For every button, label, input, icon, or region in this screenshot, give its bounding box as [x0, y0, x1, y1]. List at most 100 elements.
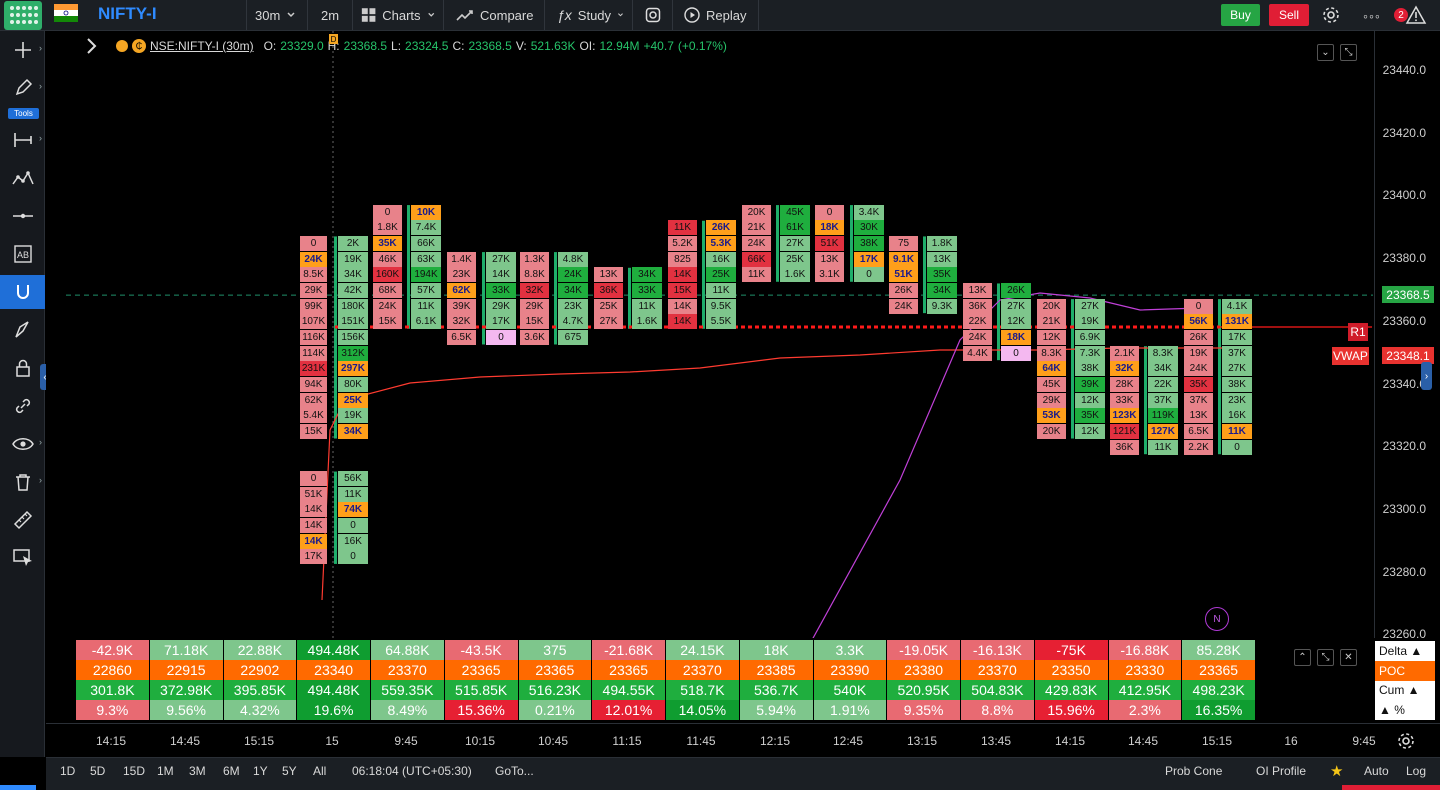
footprint-cell: 34K: [338, 424, 368, 440]
chevron-right-icon[interactable]: [84, 37, 98, 55]
range-button[interactable]: All: [313, 763, 327, 778]
measure-tool[interactable]: ›: [0, 123, 45, 157]
footprint-cell: 180K: [338, 298, 368, 314]
footprint-cell: 11K: [338, 486, 368, 502]
ruler-tool[interactable]: [0, 503, 45, 537]
footprint-cell: 194K: [411, 267, 441, 283]
range-button[interactable]: 6M: [223, 763, 240, 778]
study-button[interactable]: ƒx Study: [545, 0, 633, 30]
range-button[interactable]: 1D: [60, 763, 76, 778]
sell-button[interactable]: Sell: [1269, 4, 1309, 26]
candle-body: [334, 236, 337, 439]
stat-cell-cum: 520.95K: [887, 680, 960, 700]
tools-label: Tools: [8, 108, 39, 119]
prob-cone-button[interactable]: Prob Cone: [1165, 763, 1223, 778]
charts-button[interactable]: Charts: [353, 0, 444, 30]
footprint-cell: 27K: [1001, 298, 1031, 314]
camera-button[interactable]: [633, 0, 673, 30]
vwap-price-tag: 23348.1: [1382, 347, 1434, 364]
pattern-tool[interactable]: [0, 161, 45, 195]
compare-button[interactable]: Compare: [444, 0, 545, 30]
buy-button[interactable]: Buy: [1221, 4, 1260, 26]
collapse-stats-icon[interactable]: ⌃: [1294, 649, 1311, 666]
footprint-cell: 99K: [300, 298, 327, 314]
brush-tool[interactable]: [0, 313, 45, 347]
news-marker[interactable]: N: [1205, 607, 1229, 631]
scroll-indicator[interactable]: [0, 785, 36, 790]
range-button[interactable]: 5Y: [282, 763, 297, 778]
footprint-cell: 0: [486, 329, 516, 345]
footprint-cell: 14K: [486, 267, 516, 283]
horizontal-line-tool[interactable]: [0, 199, 45, 233]
footprint-cell: 36K: [1110, 439, 1139, 455]
footprint-cell: 0: [300, 235, 327, 251]
stat-cell-pct: 12.01%: [592, 700, 665, 720]
stat-cell-delta: 3.3K: [813, 640, 887, 660]
footprint-cell: 22K: [1148, 377, 1178, 392]
maximize-pane-icon[interactable]: ⤡: [1340, 44, 1357, 61]
expand-axis-handle[interactable]: ›: [1421, 362, 1432, 390]
footprint-cell: 24K: [742, 235, 771, 251]
magnet-icon: [16, 285, 29, 299]
bottom-toolbar: 1D 5D 15D 1M 3M 6M 1Y 5Y All 06:18:04 (UTC+05:30)…: [46, 757, 1440, 790]
legend-symbol[interactable]: NSE:NIFTY-I (30m): [150, 39, 254, 53]
footprint-cell: 5.2K: [668, 235, 697, 251]
footprint-cell: 57K: [411, 282, 441, 298]
chart-canvas[interactable]: 0 24K 8.5K 29K 99K 107K 116K 114K 231K 94K 62K 5.4K…: [46, 31, 1373, 638]
pencil-tool[interactable]: ›: [0, 71, 45, 105]
interval-button[interactable]: 2m: [308, 0, 353, 30]
high-value: 23368.5: [343, 39, 388, 53]
range-button[interactable]: 1M: [157, 763, 174, 778]
range-button[interactable]: 5D: [90, 763, 106, 778]
oi-profile-button[interactable]: OI Profile: [1256, 763, 1307, 778]
footprint-cell: 2K: [338, 235, 368, 251]
low-label: L:: [391, 39, 402, 53]
range-button[interactable]: 1Y: [253, 763, 268, 778]
cursor-select-tool[interactable]: [0, 541, 45, 575]
settings-gear-icon[interactable]: [1321, 5, 1341, 30]
maximize-stats-icon[interactable]: ⤡: [1317, 649, 1334, 666]
magnet-tool[interactable]: [0, 275, 45, 309]
footprint-cell: 13K: [594, 267, 623, 283]
collapse-pane-button[interactable]: ⌄: [1317, 44, 1334, 61]
log-scale-button[interactable]: Log: [1406, 763, 1427, 778]
collapse-toolbar-handle[interactable]: ‹: [40, 364, 50, 390]
close-stats-icon[interactable]: ✕: [1340, 649, 1357, 666]
play-circle-icon: [684, 7, 700, 23]
text-tool[interactable]: AB: [0, 237, 45, 271]
stat-cell-pct: 9.56%: [149, 700, 223, 720]
crosshair-tool[interactable]: ›: [0, 33, 45, 67]
india-flag-icon: [54, 4, 78, 22]
time-tick: 14:45: [1127, 734, 1159, 748]
footprint-cell: 15K: [520, 314, 549, 330]
symbol-name[interactable]: NIFTY-I: [98, 4, 157, 23]
replay-button[interactable]: Replay: [673, 0, 759, 30]
candle-body: [1218, 299, 1221, 455]
price-axis[interactable]: 23440.0 23420.0 23400.0 23380.0 23360.0 23340…: [1374, 31, 1440, 641]
range-button[interactable]: 15D: [123, 763, 146, 778]
more-options-icon[interactable]: ◦◦◦: [1363, 8, 1381, 24]
footprint-cell: 62K: [300, 392, 327, 408]
timeframe-select[interactable]: 30m: [246, 0, 308, 30]
time-tick: 14:45: [169, 734, 201, 748]
footprint-cell: 3.6K: [520, 329, 549, 345]
footprint-cell: 107K: [300, 314, 327, 330]
app-logo[interactable]: [4, 1, 42, 30]
status-dot-icon: [116, 40, 128, 52]
delete-tool[interactable]: ›: [0, 465, 45, 499]
goto-button[interactable]: GoTo...: [495, 763, 534, 778]
footprint-cell: 0: [1184, 298, 1213, 314]
time-axis[interactable]: 14:15 14:45 15:15 15 9:45 10:15 10:45 11:15 11:4…: [46, 723, 1440, 757]
lock-tool[interactable]: [0, 351, 45, 385]
close-value: 23368.5: [468, 39, 512, 53]
axis-settings-gear-icon[interactable]: [1396, 731, 1416, 756]
range-button[interactable]: 3M: [189, 763, 206, 778]
footprint-cell: 38K: [1222, 377, 1252, 392]
link-tool[interactable]: [0, 389, 45, 423]
footprint-cell: 0: [854, 267, 884, 283]
fx-icon: ƒx: [557, 7, 572, 23]
visibility-tool[interactable]: ›: [0, 427, 45, 461]
auto-scale-button[interactable]: Auto: [1364, 763, 1389, 778]
alert-icon[interactable]: [1405, 5, 1427, 30]
star-icon[interactable]: ★: [1330, 762, 1344, 780]
